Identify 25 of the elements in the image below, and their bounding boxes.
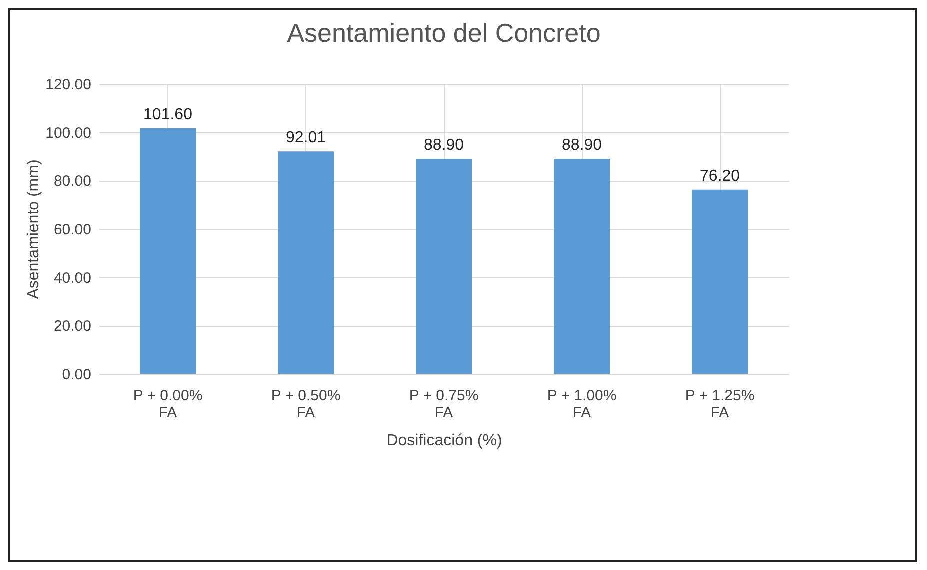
bar: [278, 152, 334, 374]
bar: [140, 128, 196, 374]
bar: [416, 159, 472, 374]
data-label: 92.01: [286, 130, 326, 147]
chart-title: Asentamiento del Concreto: [287, 18, 601, 48]
x-axis-title: Dosificación (%): [386, 432, 502, 450]
y-axis-title: Asentamiento (mm): [26, 160, 43, 300]
x-tick-label: P + 0.00% FA: [133, 388, 203, 422]
x-tick-label: P + 1.25% FA: [685, 388, 755, 422]
x-tick-label: P + 1.00% FA: [547, 388, 617, 422]
x-tick-label: P + 0.50% FA: [271, 388, 341, 422]
y-tick-label: 120.00: [46, 76, 92, 94]
y-tick-label: 40.00: [54, 270, 92, 287]
y-tick-label: 20.00: [54, 318, 92, 336]
y-tick-label: 60.00: [54, 222, 92, 238]
data-label: 88.90: [562, 137, 602, 154]
bar: [554, 159, 610, 374]
data-label: 101.60: [144, 106, 193, 124]
x-tick-label: P + 0.75% FA: [409, 388, 479, 422]
y-tick-label: 80.00: [54, 173, 92, 190]
y-tick-label: 0.00: [62, 366, 92, 384]
data-label: 76.20: [700, 168, 740, 185]
bar: [692, 190, 748, 374]
data-label: 88.90: [424, 137, 464, 154]
y-tick-label: 100.00: [46, 124, 92, 142]
